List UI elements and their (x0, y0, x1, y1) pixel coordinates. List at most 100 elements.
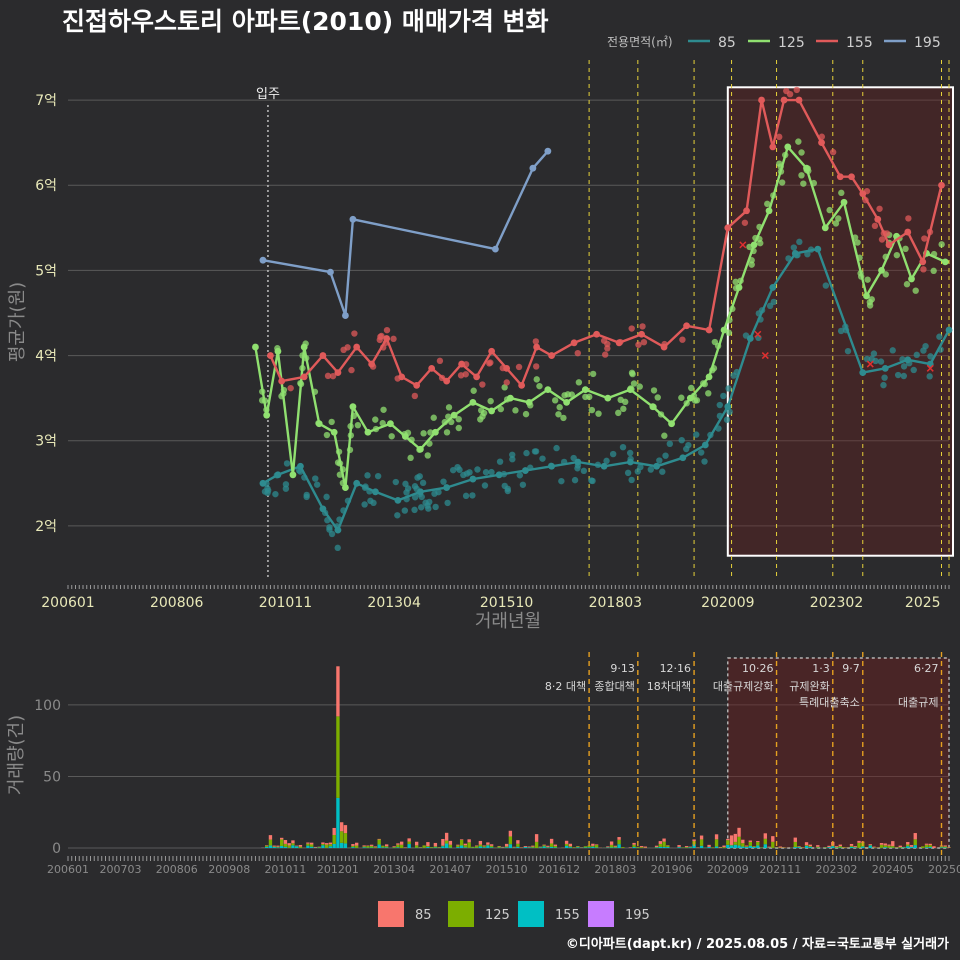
series-155 (267, 86, 945, 400)
scatter-point-85 (863, 355, 871, 363)
volume-bar (928, 845, 932, 847)
scatter-point-85 (469, 492, 476, 499)
scatter-point-125 (595, 410, 602, 417)
scatter-point-155 (905, 215, 912, 222)
volume-bar (306, 845, 310, 848)
volume-bar (313, 846, 318, 848)
scatter-point-125 (588, 406, 596, 414)
vol-x-tick-label: 202302 (816, 863, 858, 876)
volume-bar (688, 847, 693, 848)
scatter-point-85 (637, 463, 644, 471)
data-point-125 (686, 394, 694, 402)
volume-bar (726, 844, 730, 848)
data-point-155 (683, 322, 690, 330)
x-tick-label: 201011 (259, 595, 312, 611)
data-point-85 (769, 284, 777, 291)
series-85 (259, 238, 953, 552)
volume-bar (531, 846, 535, 848)
volume-bar (377, 838, 381, 840)
scatter-point-155 (741, 219, 749, 226)
volume-bar (399, 841, 404, 845)
volume-bar (516, 840, 520, 844)
scatter-point-125 (328, 418, 335, 426)
data-point-125 (765, 207, 773, 215)
data-point-155 (353, 343, 361, 351)
volume-bar (486, 842, 490, 845)
volume-bar (332, 827, 336, 835)
volume-bar (336, 666, 340, 717)
volume-bar (546, 847, 550, 848)
scatter-point-155 (532, 363, 540, 370)
volume-bar (276, 846, 280, 848)
scatter-point-85 (411, 506, 418, 514)
scatter-point-125 (589, 370, 597, 378)
volume-bar (373, 847, 378, 848)
volume-bar (527, 847, 531, 848)
scatter-point-125 (575, 379, 583, 386)
footer-credit: ©디아파트(dapt.kr) / 2025.08.05 / 자료=국토교통부 실… (566, 936, 949, 952)
scatter-point-155 (920, 266, 927, 273)
volume-bar (287, 845, 291, 848)
vol-x-tick-label: 201612 (538, 863, 580, 876)
data-point-195 (259, 256, 267, 264)
volume-bar (763, 838, 767, 845)
data-point-125 (908, 275, 915, 283)
cancelled-mark (761, 352, 769, 360)
volume-bar (523, 846, 528, 848)
data-point-125 (315, 420, 323, 428)
scatter-point-85 (624, 469, 632, 477)
volume-bar (726, 840, 730, 845)
volume-bar (336, 797, 340, 848)
scatter-point-125 (798, 149, 805, 156)
volume-bar (804, 845, 809, 848)
data-point-155 (938, 181, 945, 189)
data-point-155 (267, 352, 274, 359)
data-point-85 (701, 441, 709, 449)
volume-bar (407, 838, 411, 842)
volume-bar (842, 847, 846, 848)
volume-bar (741, 839, 745, 844)
series-line-195 (262, 150, 549, 317)
volume-bar (913, 839, 917, 846)
volume-bar (546, 845, 550, 847)
volume-bar (441, 845, 445, 847)
scatter-point-125 (732, 278, 739, 286)
legend-label-195: 195 (914, 35, 941, 51)
data-point-125 (581, 386, 589, 394)
scatter-point-85 (440, 478, 447, 485)
scatter-point-85 (404, 485, 412, 492)
volume-bar (478, 844, 483, 847)
volume-bar (459, 845, 464, 848)
data-point-155 (758, 96, 765, 104)
data-point-125 (469, 399, 477, 406)
scatter-point-125 (380, 406, 387, 413)
volume-bar (426, 846, 430, 847)
vol-x-tick-label: 201803 (594, 863, 636, 876)
volume-bar (328, 842, 333, 845)
volume-bar (564, 843, 569, 846)
volume-bar (699, 845, 704, 848)
volume-bar (568, 847, 573, 848)
scatter-point-85 (435, 488, 442, 496)
scatter-point-125 (748, 261, 755, 268)
volume-bar (366, 846, 370, 848)
scatter-point-85 (790, 244, 798, 251)
event-date-label: 10·26 (742, 662, 774, 675)
volume-bar (568, 846, 573, 848)
volume-bar (474, 845, 479, 847)
vol-y-tick-label: 100 (34, 698, 61, 714)
scatter-point-125 (902, 245, 909, 253)
volume-bar (943, 845, 947, 847)
volume-bar (310, 842, 314, 845)
x-tick-label: 200806 (150, 595, 204, 611)
volume-bar (317, 846, 321, 848)
scatter-point-125 (556, 404, 563, 411)
scatter-point-125 (764, 200, 771, 208)
vol-x-tick-label: 201011 (264, 863, 306, 876)
volume-bar (617, 837, 621, 840)
scatter-point-85 (519, 481, 527, 488)
volume-bar (898, 847, 902, 848)
volume-bar (793, 841, 797, 848)
volume-bar (849, 843, 854, 846)
volume-bar (583, 847, 588, 848)
